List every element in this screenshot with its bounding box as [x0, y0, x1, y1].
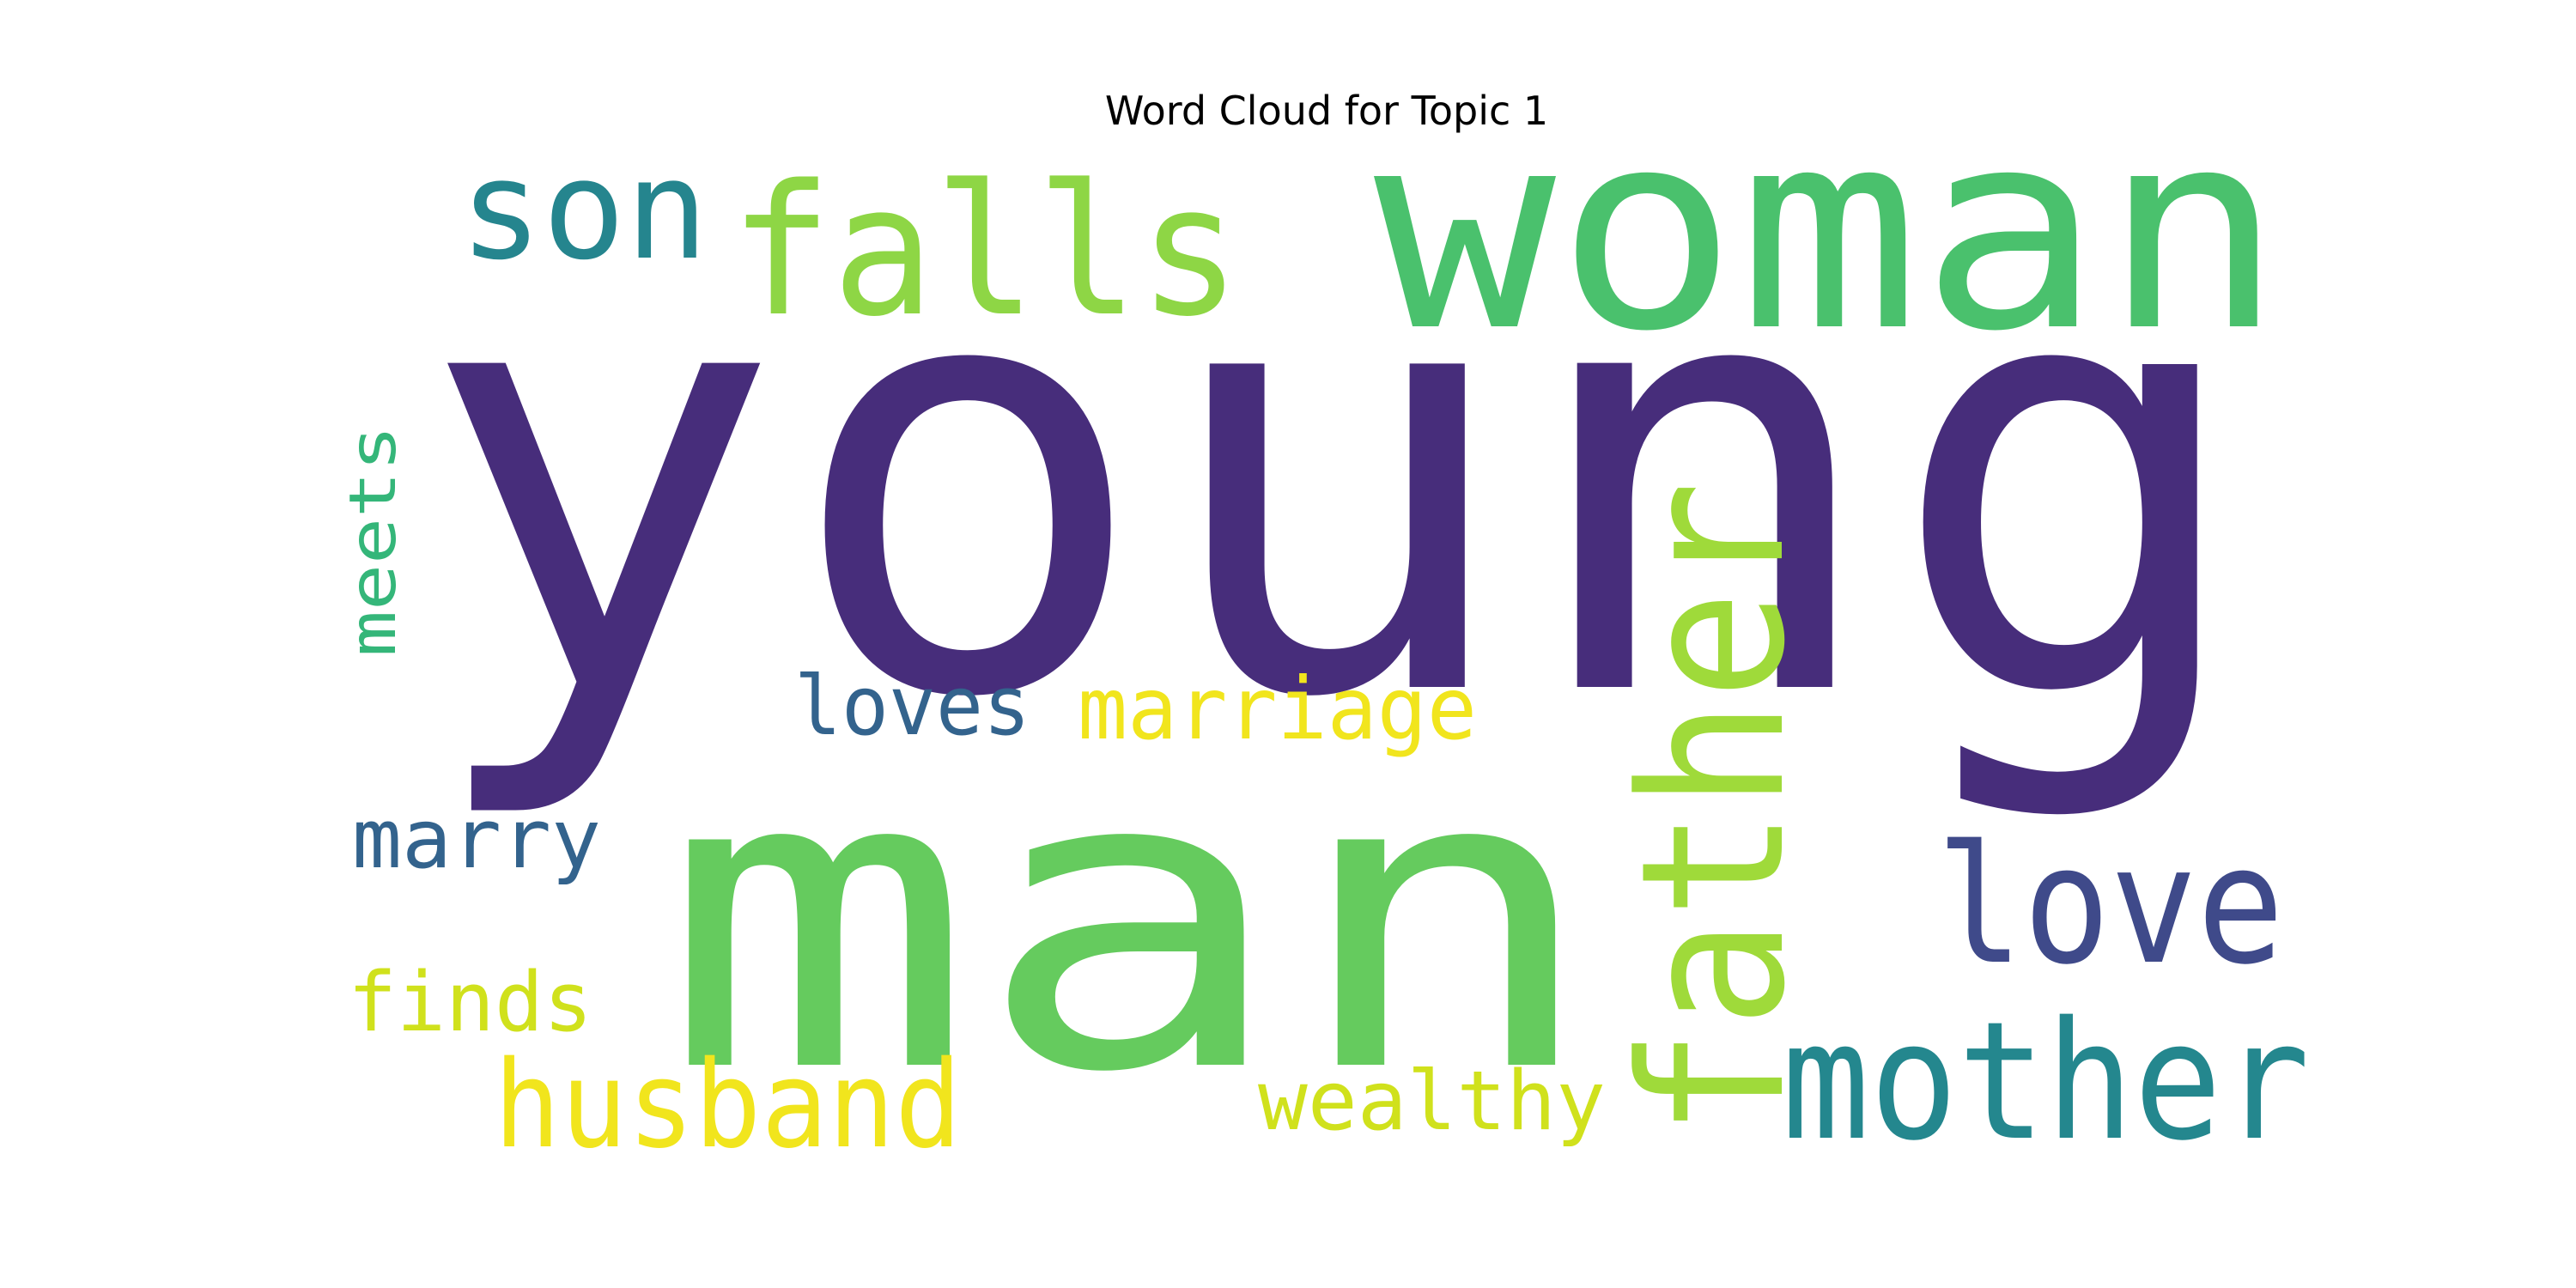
- word-love: love: [1936, 811, 2284, 1000]
- word-husband: husband: [494, 1036, 962, 1176]
- word-marriage: marriage: [1078, 659, 1477, 759]
- word-mother: mother: [1782, 987, 2310, 1176]
- word-marry: marry: [352, 793, 601, 887]
- word-meets: meets: [335, 425, 410, 657]
- chart-title: Word Cloud for Topic 1: [1104, 88, 1549, 134]
- word-young: young: [416, 137, 2254, 827]
- word-son: son: [459, 130, 708, 290]
- word-wealthy: wealthy: [1258, 1054, 1606, 1149]
- word-father: father: [1600, 481, 1829, 1138]
- word-woman: woman: [1374, 72, 2284, 392]
- word-loves: loves: [794, 659, 1030, 754]
- word-finds: finds: [348, 956, 592, 1050]
- word-man: man: [661, 683, 1601, 1163]
- word-falls: falls: [730, 146, 1241, 356]
